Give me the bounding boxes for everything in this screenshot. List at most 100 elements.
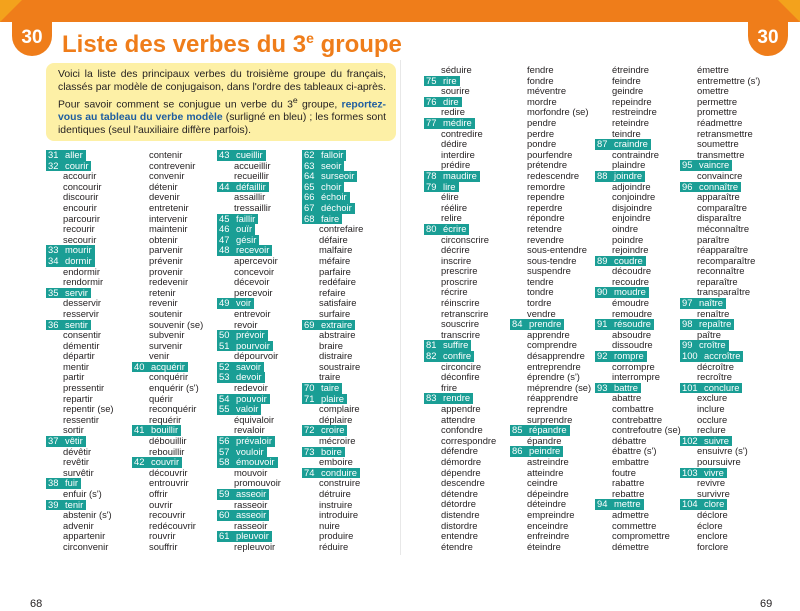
verb: découvrir <box>149 466 188 478</box>
verb-row: perdre <box>510 128 594 140</box>
verb-row: sortir <box>46 425 130 436</box>
verb-row: survenir <box>132 340 216 352</box>
verb-row: revenir <box>132 298 216 309</box>
verb: rendormir <box>63 276 104 288</box>
verb: endormir <box>63 265 100 277</box>
verb-row: entreprendre <box>510 360 594 373</box>
verb: revoir <box>234 318 258 330</box>
verb-row: entrevoir <box>217 308 301 320</box>
verb: admettre <box>612 508 649 520</box>
verb-row: exclure <box>680 393 764 404</box>
verb-row: requérir <box>132 414 216 426</box>
verb-row: rabattre <box>595 478 679 489</box>
verb-row: transcrire <box>424 329 508 341</box>
verb: parfaire <box>319 265 351 277</box>
model-number: 47 <box>217 234 234 246</box>
verb-row: promouvoir <box>217 478 301 489</box>
verb: recueillir <box>234 170 269 182</box>
verb-row: contraindre <box>595 149 679 161</box>
verb: astreindre <box>527 455 569 467</box>
model-verb-row: 32 courir <box>46 160 130 172</box>
verb: reperdre <box>527 201 563 213</box>
model-number: 53 <box>217 372 234 384</box>
verb-row: fendre <box>510 64 594 76</box>
verb: restreindre <box>612 106 657 118</box>
model-number: 88 <box>595 170 612 182</box>
verb-row: reperdre <box>510 201 594 214</box>
verb: réélire <box>441 201 468 213</box>
verb: émoudre <box>612 297 650 309</box>
verb: sourire <box>441 85 470 97</box>
verb: emboire <box>319 456 353 468</box>
verb: tendre <box>527 275 554 287</box>
verb-column-7: étreindre feindre geindre repeindre restrein… <box>595 64 681 552</box>
verb: détenir <box>149 180 178 192</box>
verb-row: détruire <box>302 488 386 500</box>
model-verb: pouvoir <box>234 393 270 405</box>
verb-row: méprendre (se) <box>510 382 594 394</box>
model-number: 91 <box>595 319 612 330</box>
verb-row: méventre <box>510 86 594 97</box>
verb: inscrire <box>441 254 472 266</box>
verb: omettre <box>697 85 729 97</box>
verb: geindre <box>612 85 644 97</box>
verb-row: rouvrir <box>132 531 216 542</box>
model-verb-row: 88 joindre <box>595 170 679 182</box>
model-verb-row: 63 seoir <box>302 160 386 172</box>
verb-row: inclure <box>680 403 764 415</box>
verb: advenir <box>63 519 94 531</box>
model-number: 51 <box>217 340 234 352</box>
verb-row: mécroire <box>302 435 386 447</box>
model-verb-row: 35 servir <box>46 287 130 299</box>
model-verb: surseoir <box>319 171 358 182</box>
verb-row: démentir <box>46 340 130 352</box>
verb: circoncire <box>441 360 482 372</box>
verb-row: permettre <box>680 96 764 108</box>
verb-row: enjoindre <box>595 213 679 224</box>
verb-row: suspendre <box>510 266 594 277</box>
verb-row: débouillir <box>132 435 216 447</box>
verb-row: atteindre <box>510 467 594 479</box>
model-verb-row: 34 dormir <box>46 255 130 267</box>
model-verb-row: 71 plaire <box>302 393 386 405</box>
model-number: 70 <box>302 382 319 394</box>
verb: redevenir <box>149 276 189 288</box>
verb-row: revendre <box>510 233 594 246</box>
verb: apprendre <box>527 328 570 340</box>
verb: redéfaire <box>319 276 357 288</box>
verb-row: encourir <box>46 202 130 214</box>
model-number: 67 <box>302 202 319 214</box>
verb: découdre <box>612 265 652 277</box>
verb-row: prévenir <box>132 255 216 267</box>
verb: partir <box>63 371 85 383</box>
verb-row: apprendre <box>510 328 594 341</box>
verb: remordre <box>527 180 566 192</box>
model-verb-row: 33 mourir <box>46 245 130 256</box>
verb-row: élire <box>424 192 508 203</box>
verb-row: mouvoir <box>217 467 301 479</box>
verb: entreprendre <box>527 360 581 372</box>
verb: revendre <box>527 233 565 245</box>
verb: disjoindre <box>612 201 653 213</box>
model-verb: confire <box>441 350 475 362</box>
verb: détruire <box>319 488 351 499</box>
verb-row: inscrire <box>424 254 508 267</box>
verb: mentir <box>63 360 90 372</box>
verb: comprendre <box>527 339 578 351</box>
verb-row: rebouillir <box>132 446 216 458</box>
model-verb: repaître <box>697 319 735 330</box>
model-number: 32 <box>46 160 63 172</box>
verb: conjoindre <box>612 191 656 203</box>
model-verb-row: 46 ouïr <box>217 224 301 235</box>
verb-row: défendre <box>424 446 508 457</box>
verb-row: comprendre <box>510 340 594 351</box>
model-number: 68 <box>302 213 319 225</box>
model-verb-row: 36 sentir <box>46 319 130 331</box>
title-superscript: e <box>306 30 314 46</box>
verb-row: poindre <box>595 234 679 246</box>
verb-row: contrebattre <box>595 414 679 426</box>
verb: recomparaître <box>697 254 756 266</box>
verb: rebattre <box>612 487 645 499</box>
verb: réadmettre <box>697 116 743 128</box>
verb: démordre <box>441 455 482 467</box>
